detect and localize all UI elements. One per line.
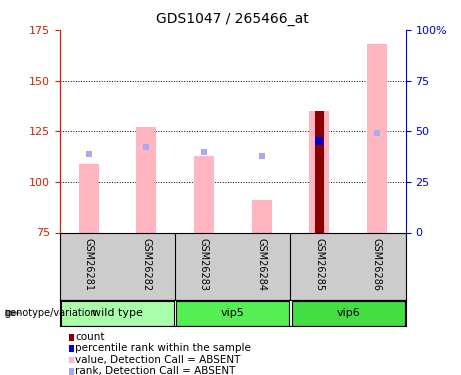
Text: GSM26282: GSM26282 xyxy=(142,238,151,291)
Bar xyxy=(252,200,272,232)
Text: count: count xyxy=(75,332,105,342)
Polygon shape xyxy=(5,309,22,317)
Text: GSM26283: GSM26283 xyxy=(199,238,209,291)
Text: wild type: wild type xyxy=(92,308,143,318)
Bar xyxy=(315,111,324,232)
Bar xyxy=(136,127,156,232)
Text: rank, Detection Call = ABSENT: rank, Detection Call = ABSENT xyxy=(75,366,235,375)
Title: GDS1047 / 265466_at: GDS1047 / 265466_at xyxy=(156,12,309,26)
Text: GSM26286: GSM26286 xyxy=(372,238,382,291)
Bar xyxy=(61,300,174,326)
Text: genotype/variation: genotype/variation xyxy=(5,308,97,318)
Text: GSM26284: GSM26284 xyxy=(257,238,266,291)
Text: GSM26281: GSM26281 xyxy=(84,238,94,291)
Text: vip5: vip5 xyxy=(221,308,245,318)
Bar xyxy=(176,300,290,326)
Bar xyxy=(309,111,329,232)
Bar xyxy=(79,164,99,232)
Bar xyxy=(291,300,405,326)
Text: GSM26285: GSM26285 xyxy=(314,238,324,291)
Text: value, Detection Call = ABSENT: value, Detection Call = ABSENT xyxy=(75,355,240,364)
Bar xyxy=(194,156,214,232)
Bar xyxy=(367,44,387,232)
Text: percentile rank within the sample: percentile rank within the sample xyxy=(75,344,251,353)
Text: vip6: vip6 xyxy=(336,308,360,318)
